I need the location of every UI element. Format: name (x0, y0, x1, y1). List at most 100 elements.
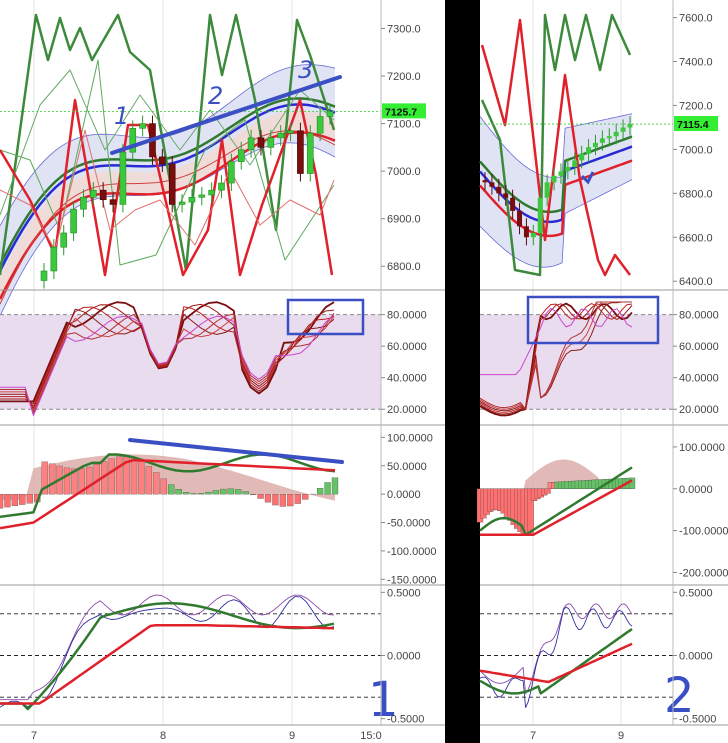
stoch-line-5 (479, 301, 632, 410)
candle-body (326, 111, 334, 117)
right-candle-body (530, 232, 536, 238)
wave-annotation-2: 2 (208, 82, 223, 110)
left-macd-histogram-bar (302, 493, 309, 500)
left-osc-red-line (0, 623, 335, 705)
stoch-line-6 (0, 314, 335, 416)
left-macd-histogram-bar (264, 493, 272, 503)
right-osc-green-line (479, 627, 633, 695)
candle-body (159, 156, 166, 165)
stoch-line-2 (479, 303, 633, 413)
left-macd-divergence-line (128, 438, 344, 464)
right-candle-body (586, 147, 592, 154)
right-candle-body (592, 142, 598, 148)
left-macd-histogram-bar (182, 492, 190, 495)
left-price-ytick-label: 7100.0 (387, 119, 421, 131)
ema-green-line (0, 97, 336, 266)
left-macd-histogram-bar (272, 493, 279, 506)
thin-green-line (0, 69, 335, 216)
right-candle-body (558, 171, 564, 176)
left-macd-histogram-bar (287, 493, 294, 507)
right-macd-macd-line (479, 466, 633, 537)
left-macd-histogram-bar (153, 472, 160, 495)
left-macd-histogram-bar (130, 457, 138, 495)
candle-body (178, 201, 186, 205)
left-macd-histogram-bar (227, 488, 234, 495)
right-candle-body (572, 160, 578, 167)
stoch-zone-fill (0, 314, 381, 410)
right-candle-body (620, 127, 626, 132)
left-stoch-ytick-label: 20.0000 (387, 404, 427, 416)
left-xtick-label: 15:0 (360, 730, 381, 742)
stoch-line-3 (0, 308, 335, 409)
left-macd-histogram-bar (205, 491, 212, 495)
right-osc-ytick-label: -0.5000 (679, 714, 716, 726)
left-macd-histogram-bar (242, 491, 249, 495)
right-macd-histogram-bar (544, 488, 551, 494)
right-osc-red-line (479, 642, 633, 684)
panel-annotation-number: 2 (664, 668, 695, 724)
right-macd-ytick-label: 0.0000 (679, 484, 713, 496)
candle-body (188, 196, 196, 203)
candle-body (60, 232, 68, 248)
stoch-highlight-box (526, 295, 660, 345)
current-price-label: 7125.7 (385, 106, 417, 118)
left-osc-purple-line (0, 594, 335, 701)
right-candle-body (482, 180, 488, 183)
right-candle-body (523, 226, 529, 238)
left-macd-histogram-bar (0, 493, 4, 509)
candle-body (90, 189, 97, 198)
stoch-highlight-box (286, 298, 365, 336)
right-candle-body (606, 136, 612, 139)
left-xtick-label: 7 (31, 730, 37, 742)
right-candle-body (565, 166, 571, 172)
right-osc-ytick-label: 0.0000 (679, 651, 713, 663)
candle-body (257, 137, 265, 148)
right-candle-body (544, 182, 550, 198)
left-macd-histogram-bar (220, 488, 227, 495)
left-macd-histogram-bar (86, 466, 93, 495)
right-stoch-ytick-label: 80.0000 (679, 310, 719, 322)
wave-annotation-1: 1 (114, 102, 129, 130)
right-macd-ytick-label: -100.0000 (679, 526, 728, 538)
candle-body (198, 194, 206, 198)
candle-body (277, 132, 284, 139)
candle-body (267, 137, 275, 148)
left-macd-signal-line (0, 458, 336, 530)
left-macd-histogram-bar (331, 477, 339, 495)
candle-body (50, 246, 58, 272)
right-candle-body (510, 197, 516, 211)
candle-body (306, 132, 314, 174)
right-candle-body (496, 186, 502, 194)
right-macd-ytick-label: -200.0000 (679, 567, 728, 579)
right-candle-body (613, 131, 619, 137)
left-macd-ytick-label: -150.0000 (387, 574, 437, 586)
left-macd-histogram-bar (235, 489, 242, 495)
right-zigzag-green (480, 13, 632, 277)
left-macd-histogram-bar (197, 493, 205, 495)
left-xtick-label: 8 (160, 730, 166, 742)
left-macd-histogram-bar (160, 478, 167, 495)
candle-body (228, 161, 235, 184)
stoch-line-1 (479, 303, 633, 415)
right-annotation-star (580, 171, 595, 185)
candle-body (70, 208, 77, 234)
right-xtick-label: 9 (618, 730, 624, 742)
trend-annotation-line (110, 75, 342, 155)
right-osc-blue-line (479, 606, 633, 709)
lower-red-line (0, 130, 336, 305)
left-macd-ytick-label: -100.0000 (387, 546, 437, 558)
thin-green-line-2 (0, 59, 335, 266)
right-candle-body (489, 182, 495, 187)
left-macd-histogram-bar (212, 490, 220, 495)
right-price-ytick-label: 6400.0 (679, 276, 713, 288)
right-price-ytick-label: 6800.0 (679, 188, 713, 200)
stoch-line-6 (480, 307, 633, 376)
stoch-line-3 (479, 301, 632, 412)
right-macd-signal-line (480, 479, 633, 537)
candle-body (218, 182, 225, 191)
left-price-ytick-label: 7000.0 (387, 166, 421, 178)
left-macd-histogram-bar (249, 493, 257, 495)
left-stoch-ytick-label: 80.0000 (387, 310, 427, 322)
